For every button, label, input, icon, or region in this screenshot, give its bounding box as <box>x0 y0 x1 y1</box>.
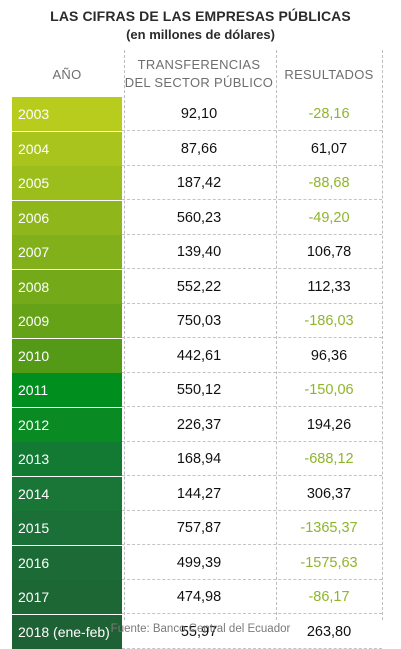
transfers-value: 139,40 <box>176 244 222 260</box>
transfers-value: 187,42 <box>176 175 222 191</box>
results-value: 61,07 <box>310 140 348 157</box>
chart-title: LAS CIFRAS DE LAS EMPRESAS PÚBLICAS <box>50 8 351 24</box>
year-cell: 2005 <box>12 166 122 200</box>
results-value: -1365,37 <box>300 520 358 536</box>
chart-subtitle: (en millones de dólares) <box>126 27 275 42</box>
year-cell: 2003 <box>12 97 122 131</box>
year-cell: 2007 <box>12 235 122 269</box>
transfers-value: 474,98 <box>176 589 222 605</box>
year-cell: 2006 <box>12 200 122 235</box>
table-row: 2010 442,61 96,36 <box>12 338 382 373</box>
table-row: 2017 474,98 -86,17 <box>12 580 382 614</box>
transfers-value: 55,97 <box>180 623 218 640</box>
transfers-value: 92,10 <box>180 106 218 122</box>
table-row: 2012 226,37 194,26 <box>12 407 382 442</box>
row-divider <box>122 406 382 407</box>
table-row: 2009 750,03 -186,03 <box>12 304 382 338</box>
results-value: 106,78 <box>306 244 352 260</box>
transfers-value: 552,22 <box>176 278 222 295</box>
table-row: 2014 144,27 306,37 <box>12 476 382 511</box>
row-divider <box>122 199 382 200</box>
column-divider <box>124 50 125 620</box>
year-cell: 2011 <box>12 373 122 407</box>
row-divider <box>122 268 382 269</box>
table-row: 2011 550,12 -150,06 <box>12 373 382 407</box>
year-cell: 2015 <box>12 511 122 545</box>
row-divider <box>122 233 382 235</box>
header-transfers-line1: TRANSFERENCIAS <box>137 57 261 72</box>
row-divider <box>122 578 382 580</box>
results-value: 263,80 <box>306 623 352 640</box>
table-row: 2007 139,40 106,78 <box>12 235 382 269</box>
results-value: -688,12 <box>304 451 354 467</box>
row-divider <box>122 302 382 304</box>
results-value: 194,26 <box>306 416 352 433</box>
results-value: -88,68 <box>308 175 350 191</box>
header-year: AÑO <box>52 67 82 82</box>
year-cell: 2009 <box>12 304 122 338</box>
table-row: 2004 87,66 61,07 <box>12 131 382 166</box>
transfers-value: 226,37 <box>176 416 222 433</box>
row-divider <box>122 544 382 545</box>
row-divider <box>122 440 382 442</box>
transfers-value: 757,87 <box>176 520 222 536</box>
row-divider <box>122 164 382 166</box>
results-value: -186,03 <box>304 313 354 329</box>
row-divider <box>122 613 382 614</box>
results-value: 96,36 <box>310 347 348 364</box>
table-row: 2013 168,94 -688,12 <box>12 442 382 476</box>
row-divider <box>122 337 382 338</box>
table-row: 2008 552,22 112,33 <box>12 269 382 304</box>
year-cell: 2016 <box>12 545 122 580</box>
transfers-value: 750,03 <box>176 313 222 329</box>
year-cell: 2008 <box>12 269 122 304</box>
year-cell: 2010 <box>12 338 122 373</box>
source-note: Fuente: Banco Central del Ecuador <box>110 623 291 635</box>
transfers-value: 168,94 <box>176 451 222 467</box>
header-transfers-line2: DEL SECTOR PÚBLICO <box>124 75 274 90</box>
row-divider <box>122 371 382 373</box>
transfers-value: 499,39 <box>176 554 222 571</box>
column-divider <box>276 50 277 620</box>
results-value: -1575,63 <box>300 554 358 571</box>
year-cell: 2004 <box>12 131 122 166</box>
row-divider <box>122 509 382 511</box>
row-divider <box>122 647 382 649</box>
year-cell: 2014 <box>12 476 122 511</box>
row-divider <box>122 475 382 476</box>
table-row: 2006 560,23 -49,20 <box>12 200 382 235</box>
header-transfers: TRANSFERENCIAS DEL SECTOR PÚBLICO <box>124 56 274 92</box>
table-row: 2003 92,10 -28,16 <box>12 97 382 131</box>
results-value: -28,16 <box>308 106 350 122</box>
row-divider <box>122 130 382 131</box>
results-value: -49,20 <box>308 209 350 226</box>
transfers-value: 560,23 <box>176 209 222 226</box>
header-results: RESULTADOS <box>284 67 374 82</box>
results-value: 306,37 <box>306 485 352 502</box>
table-row: 2015 757,87 -1365,37 <box>12 511 382 545</box>
transfers-value: 442,61 <box>176 347 222 364</box>
transfers-value: 87,66 <box>180 140 218 157</box>
table-row: 2005 187,42 -88,68 <box>12 166 382 200</box>
results-value: -86,17 <box>308 589 350 605</box>
table-row: 2016 499,39 -1575,63 <box>12 545 382 580</box>
year-cell: 2012 <box>12 407 122 442</box>
results-value: -150,06 <box>304 382 354 398</box>
column-divider <box>382 50 383 620</box>
results-value: 112,33 <box>307 278 351 295</box>
year-cell: 2017 <box>12 580 122 614</box>
transfers-value: 144,27 <box>176 485 222 502</box>
transfers-value: 550,12 <box>176 382 222 398</box>
year-cell: 2013 <box>12 442 122 476</box>
